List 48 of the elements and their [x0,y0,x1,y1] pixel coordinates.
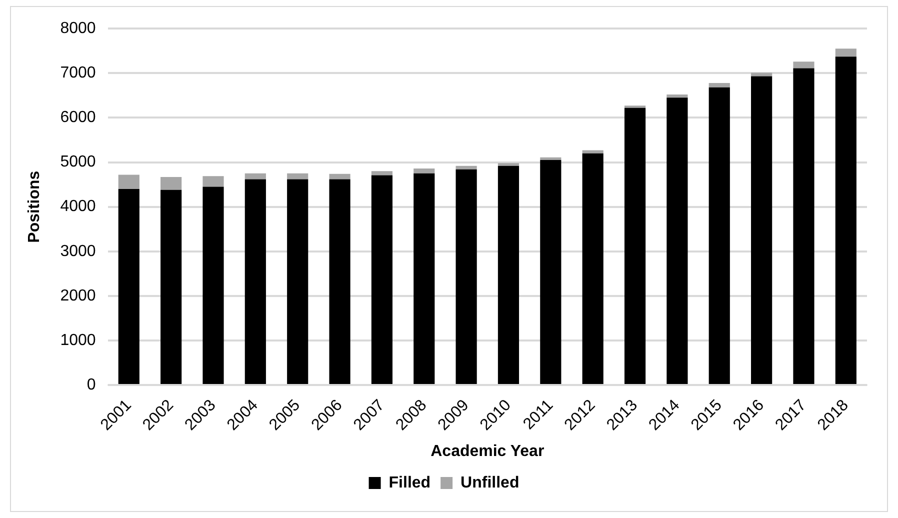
bar [244,179,266,384]
y-tick-label: 6000 [60,109,96,126]
bar [202,186,224,384]
bar [118,174,140,190]
bar [160,190,182,384]
bar [329,174,350,180]
bar [456,169,477,384]
bar [118,189,140,384]
y-tick-label: 3000 [60,242,96,260]
bar [371,171,392,176]
bar [666,94,688,98]
bar [751,72,772,76]
y-axis-title: Positions [26,170,44,243]
y-tick-label: 8000 [60,20,96,38]
bar [624,108,646,384]
legend-label: Filled [388,474,431,492]
bar [666,98,688,384]
bar [329,179,350,384]
bar [498,163,520,166]
bar [456,166,477,170]
bar [751,76,772,384]
y-tick-label: 2000 [60,287,96,304]
y-tick-label: 1000 [60,332,96,349]
bar [540,157,562,160]
bar [287,173,308,180]
bar [793,68,814,384]
y-tick-label: 5000 [60,154,96,171]
bar [582,150,604,154]
y-tick-label: 4000 [60,198,96,216]
x-axis-title: Academic Year [430,442,544,460]
bar [708,87,730,384]
bar [244,173,266,180]
bar [582,153,604,384]
bar [414,168,435,174]
y-tick-label: 0 [86,376,96,394]
bar [414,173,435,384]
bar [835,48,856,57]
bar [708,82,730,88]
bar [498,166,520,384]
bar [371,175,392,384]
legend-label: Unfilled [460,474,520,492]
bar [202,176,224,187]
bar [160,176,182,190]
bar [287,179,308,384]
bar [793,62,814,68]
bar [540,160,562,384]
bar [835,56,856,384]
y-tick-label: 7000 [60,64,96,82]
